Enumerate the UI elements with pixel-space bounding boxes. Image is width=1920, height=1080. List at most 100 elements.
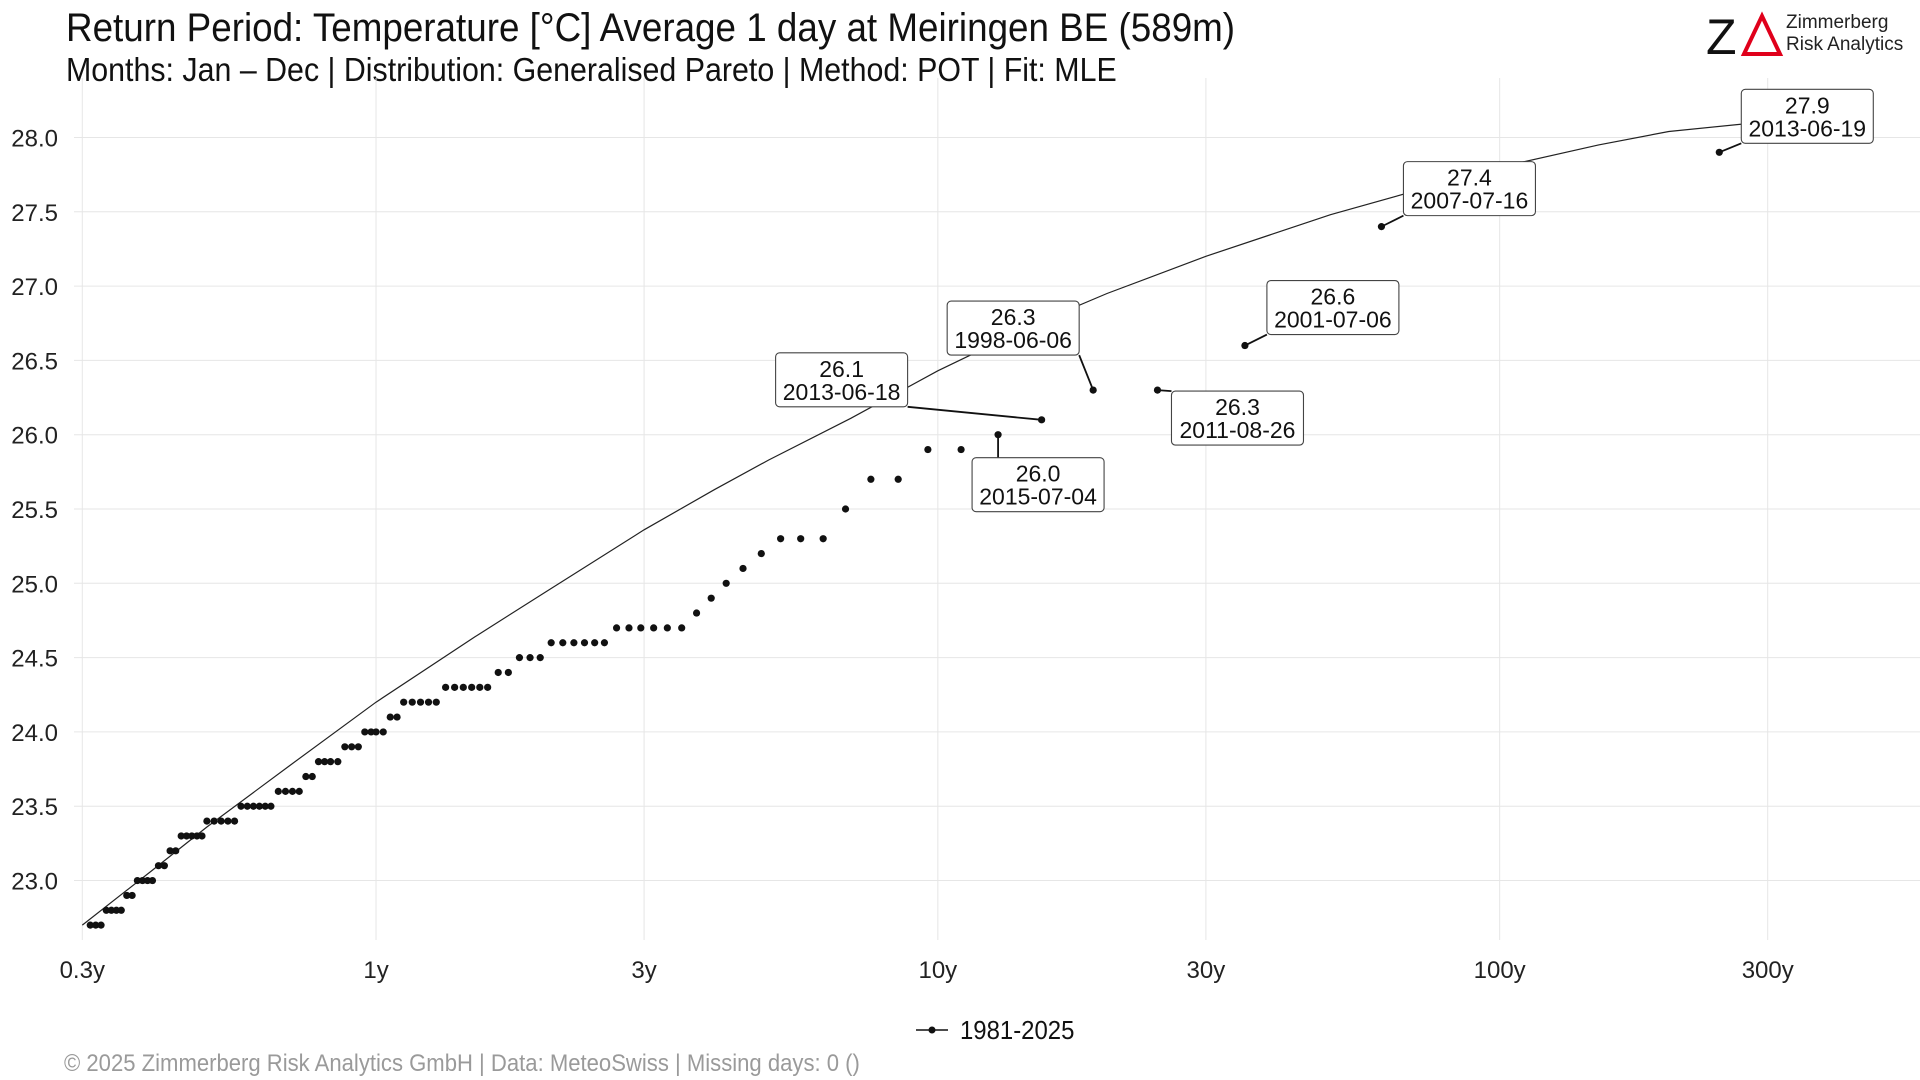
data-point	[193, 832, 201, 840]
logo-mark: Z	[1706, 9, 1784, 65]
annotation-leader	[1381, 214, 1404, 228]
data-point	[637, 624, 645, 632]
data-point	[217, 817, 225, 825]
x-tick-label: 30y	[1187, 957, 1226, 984]
annotation-value: 27.9	[1785, 92, 1830, 118]
data-point	[138, 876, 147, 885]
data-point	[326, 758, 335, 766]
annotation-box	[775, 352, 909, 408]
annotation-date: 2013-06-19	[1748, 115, 1866, 141]
data-point	[867, 475, 875, 483]
y-tick-label: 24.5	[11, 646, 58, 673]
logo-mark-delta	[1740, 11, 1784, 56]
annotation-box	[946, 300, 1080, 356]
legend-key	[914, 1020, 950, 1040]
data-point	[580, 639, 589, 647]
data-point	[797, 535, 805, 543]
data-point	[819, 535, 827, 543]
chart-legend: 1981-2025	[914, 1014, 1084, 1046]
data-point	[274, 787, 282, 795]
x-tick-label: 300y	[1742, 957, 1794, 984]
annotation-value: 27.4	[1447, 165, 1492, 191]
data-point	[249, 802, 258, 810]
data-point	[504, 668, 512, 677]
data-point	[591, 639, 599, 647]
y-tick-label: 28.0	[11, 125, 58, 152]
data-point	[400, 698, 408, 706]
data-point	[650, 624, 658, 632]
legend-label: 1981-2025	[960, 1015, 1075, 1045]
data-point	[841, 505, 850, 513]
data-point	[143, 876, 152, 885]
data-point	[203, 817, 211, 825]
data-point	[459, 683, 467, 691]
data-point	[224, 817, 232, 825]
y-tick-label: 24.0	[11, 720, 58, 747]
data-points-layer	[86, 148, 1723, 929]
data-point	[182, 832, 191, 840]
data-point	[372, 728, 380, 736]
data-point	[424, 698, 433, 706]
data-point	[177, 832, 185, 840]
y-tick-label: 26.0	[11, 423, 58, 450]
data-point	[334, 758, 342, 766]
data-point	[172, 847, 180, 855]
data-point	[678, 624, 686, 632]
data-point	[547, 639, 555, 647]
y-tick-label: 25.0	[11, 571, 58, 598]
data-point	[600, 639, 609, 647]
annotation-box	[1266, 279, 1400, 336]
data-point	[295, 787, 303, 795]
data-point	[526, 654, 534, 662]
annotation-value: 26.1	[819, 356, 864, 382]
annotation-leader	[1244, 333, 1268, 347]
annotation-leader	[1718, 142, 1742, 154]
data-point	[321, 758, 329, 766]
grid-layer	[74, 78, 1920, 940]
y-tick-label: 27.0	[11, 274, 58, 301]
data-point	[379, 728, 387, 736]
annotation-date: 2007-07-16	[1411, 188, 1529, 214]
x-tick-label: 10y	[918, 957, 957, 984]
annotation-value: 26.3	[991, 304, 1036, 330]
data-point	[133, 876, 141, 885]
data-point	[468, 683, 476, 691]
data-point	[361, 728, 369, 736]
data-point	[288, 787, 297, 795]
y-tick-label: 26.5	[11, 348, 58, 375]
annotation-box	[1170, 390, 1305, 446]
data-point	[314, 758, 323, 766]
annotation-box	[1402, 161, 1536, 217]
data-point	[722, 579, 730, 587]
annotation-leader	[1157, 389, 1172, 393]
annotation-box	[1740, 88, 1874, 144]
annotation-date: 2013-06-18	[783, 379, 901, 405]
annotation-value: 26.0	[1016, 461, 1061, 487]
y-tick-label: 27.5	[11, 200, 58, 227]
data-point	[267, 802, 275, 810]
data-point	[570, 639, 578, 647]
data-point	[408, 698, 416, 706]
x-tick-label: 0.3y	[60, 957, 105, 984]
data-point	[281, 787, 290, 795]
annotation-date: 1998-06-06	[954, 327, 1072, 353]
x-tick-label: 1y	[363, 957, 388, 984]
chart-title: Return Period: Temperature [°C] Average …	[66, 6, 1236, 50]
data-point	[707, 594, 715, 602]
data-point	[663, 624, 671, 632]
data-point	[210, 817, 218, 825]
y-tick-label: 23.5	[11, 794, 58, 821]
annotation-value: 26.6	[1311, 284, 1356, 310]
data-point	[416, 698, 425, 706]
data-point	[117, 906, 125, 914]
data-point	[924, 445, 932, 454]
data-point	[739, 564, 747, 573]
company-logo: Z Zimmerberg Risk Analytics	[1706, 8, 1906, 65]
annotation-leader	[907, 405, 1042, 421]
data-point	[777, 535, 785, 543]
annotation-date: 2011-08-26	[1180, 417, 1296, 443]
data-point	[160, 862, 168, 870]
axis-layer: 23.0 23.5 24.0 24.5 25.0 25.5 26.0 26.5 27.0 27.5…	[11, 125, 1793, 984]
x-tick-label: 100y	[1474, 957, 1526, 984]
data-point	[107, 906, 115, 914]
